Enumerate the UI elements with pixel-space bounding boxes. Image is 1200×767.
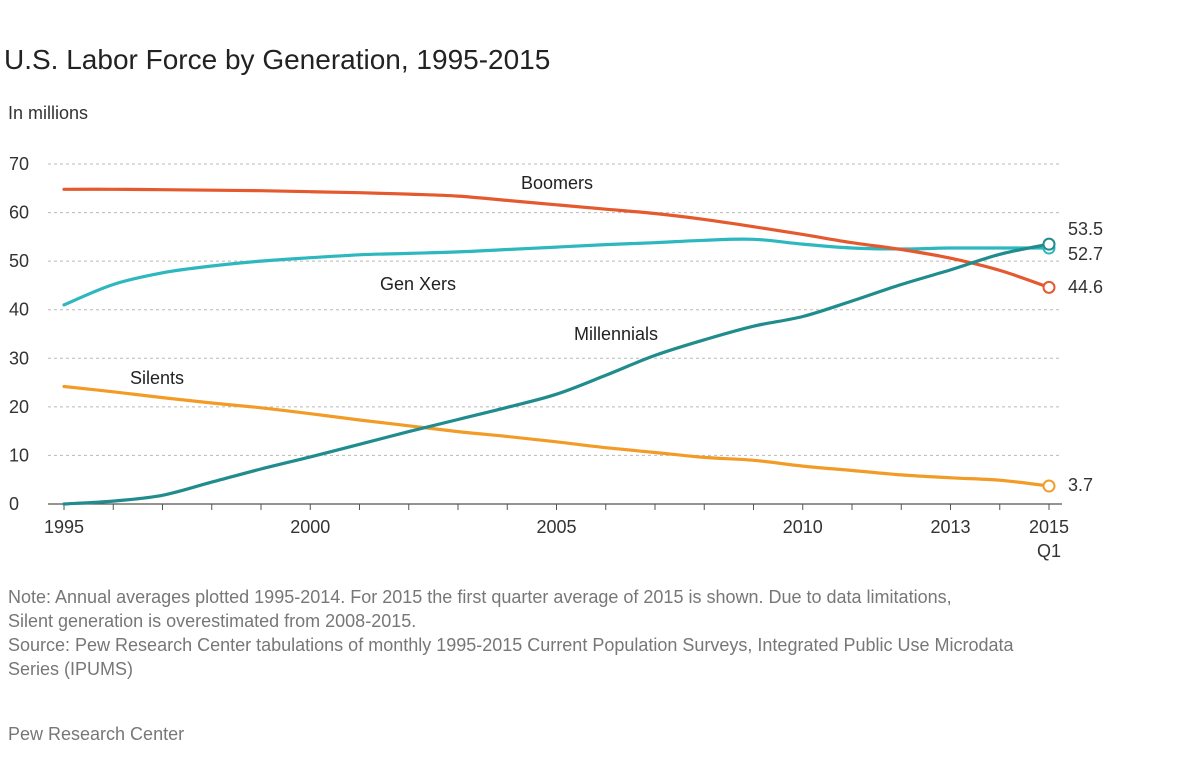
series-label-silents: Silents (130, 368, 184, 388)
series-label-millennials: Millennials (574, 324, 658, 344)
end-value-label-gen-xers: 52.7 (1068, 244, 1103, 264)
x-tick-label: 1995 (44, 517, 84, 537)
y-tick-label: 50 (9, 251, 29, 271)
x-tick-sublabel: Q1 (1037, 541, 1061, 561)
y-axis-ticks: 0 10 20 30 40 50 60 70 (9, 154, 29, 514)
gridlines (48, 163, 1062, 456)
x-tick-label: 2015 (1029, 517, 1069, 537)
end-value-label-boomers: 44.6 (1068, 277, 1103, 297)
x-tick-label: 2000 (290, 517, 330, 537)
series-label-boomers: Boomers (521, 173, 593, 193)
series-labels: Boomers 44.6 Gen Xers 52.7 Millennials 53.5 Si… (130, 173, 1103, 495)
y-tick-label: 10 (9, 445, 29, 465)
y-tick-label: 20 (9, 397, 29, 417)
y-tick-label: 40 (9, 300, 29, 320)
end-value-label-silents: 3.7 (1068, 475, 1093, 495)
end-marker-silents (1042, 479, 1056, 493)
series-lines (62, 187, 1056, 506)
y-tick-label: 30 (9, 348, 29, 368)
x-tick-label: 2005 (536, 517, 576, 537)
series-line-millennials (62, 242, 1051, 506)
line-chart: 0 10 20 30 40 50 60 70 1995 2000 2005 2010 2013 2015… (9, 154, 1103, 561)
note-line: Note: Annual averages plotted 1995-2014.… (8, 587, 952, 607)
chart-note: Note: Annual averages plotted 1995-2014.… (8, 585, 1200, 681)
y-tick-label: 0 (9, 494, 19, 514)
source-line: Series (IPUMS) (8, 659, 134, 679)
chart-title: U.S. Labor Force by Generation, 1995-201… (4, 44, 551, 75)
note-line: Silent generation is overestimated from … (8, 611, 417, 631)
x-tick-label: 2010 (783, 517, 823, 537)
series-line-boomers (62, 187, 1051, 289)
end-marker-millennials (1042, 237, 1056, 251)
credit: Pew Research Center (8, 724, 185, 744)
source-line: Source: Pew Research Center tabulations … (8, 635, 1014, 655)
series-line-silents (62, 384, 1051, 488)
end-value-label-millennials: 53.5 (1068, 219, 1103, 239)
y-axis-unit-label: In millions (8, 103, 89, 123)
x-tick-label: 2013 (930, 517, 970, 537)
x-axis: 1995 2000 2005 2010 2013 2015 Q1 (44, 503, 1069, 561)
end-marker-boomers (1042, 280, 1056, 294)
y-tick-label: 60 (9, 203, 29, 223)
y-tick-label: 70 (9, 154, 29, 174)
series-label-gen-xers: Gen Xers (380, 274, 456, 294)
